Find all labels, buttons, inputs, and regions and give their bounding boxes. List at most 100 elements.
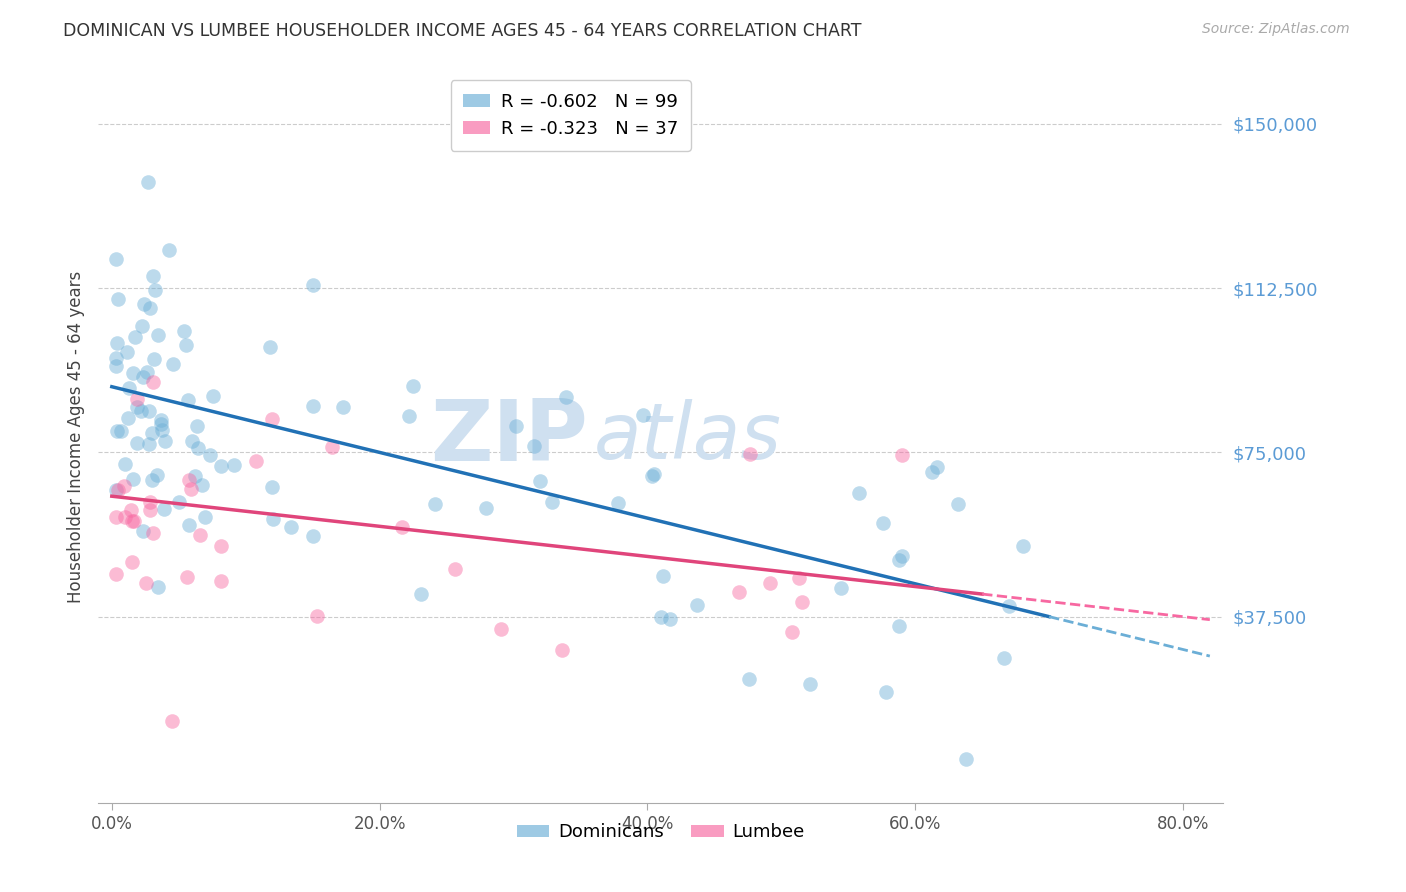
- Point: [125, 435, 148, 450]
- Point: [174, 338, 197, 352]
- Point: [104, 483, 127, 497]
- Point: [148, 328, 170, 343]
- Text: atlas: atlas: [593, 399, 782, 475]
- Point: [104, 510, 127, 524]
- Point: [505, 419, 527, 434]
- Point: [142, 375, 165, 389]
- Point: [129, 403, 152, 417]
- Point: [104, 567, 127, 582]
- Point: [889, 552, 911, 566]
- Point: [183, 469, 205, 483]
- Point: [245, 454, 267, 468]
- Point: [652, 569, 675, 583]
- Point: [107, 483, 129, 497]
- Point: [142, 525, 165, 540]
- Point: [125, 400, 148, 414]
- Point: [121, 472, 143, 486]
- Point: [607, 496, 630, 510]
- Point: [138, 404, 160, 418]
- Point: [138, 437, 160, 451]
- Point: [150, 423, 173, 437]
- Point: [686, 598, 709, 612]
- Point: [107, 292, 129, 306]
- Point: [875, 685, 897, 699]
- Point: [222, 458, 245, 472]
- Point: [167, 495, 190, 509]
- Point: [121, 515, 143, 529]
- Point: [115, 345, 138, 359]
- Point: [114, 457, 136, 471]
- Point: [105, 351, 128, 365]
- Legend: Dominicans, Lumbee: Dominicans, Lumbee: [509, 816, 813, 848]
- Point: [891, 448, 914, 462]
- Point: [554, 390, 576, 404]
- Point: [301, 399, 323, 413]
- Point: [110, 424, 132, 438]
- Point: [650, 609, 672, 624]
- Point: [153, 434, 176, 448]
- Point: [194, 510, 217, 524]
- Point: [738, 447, 761, 461]
- Point: [475, 501, 498, 516]
- Point: [104, 359, 127, 373]
- Point: [848, 486, 870, 500]
- Point: [540, 495, 562, 509]
- Point: [305, 609, 328, 624]
- Point: [830, 581, 852, 595]
- Point: [177, 393, 200, 408]
- Point: [143, 284, 166, 298]
- Point: [124, 330, 146, 344]
- Point: [641, 468, 664, 483]
- Point: [927, 460, 949, 475]
- Point: [105, 424, 128, 438]
- Point: [659, 612, 682, 626]
- Point: [792, 595, 814, 609]
- Point: [117, 411, 139, 425]
- Point: [789, 571, 811, 585]
- Point: [799, 677, 821, 691]
- Point: [139, 301, 162, 316]
- Point: [872, 516, 894, 530]
- Point: [136, 365, 159, 379]
- Point: [176, 570, 198, 584]
- Point: [152, 501, 174, 516]
- Point: [921, 465, 943, 479]
- Point: [104, 252, 127, 267]
- Point: [177, 473, 200, 487]
- Text: Source: ZipAtlas.com: Source: ZipAtlas.com: [1202, 22, 1350, 37]
- Point: [173, 324, 195, 338]
- Point: [209, 574, 232, 588]
- Point: [180, 483, 202, 497]
- Point: [198, 449, 221, 463]
- Point: [139, 503, 162, 517]
- Point: [157, 243, 180, 257]
- Y-axis label: Householder Income Ages 45 - 64 years: Householder Income Ages 45 - 64 years: [66, 271, 84, 603]
- Point: [143, 352, 166, 367]
- Point: [136, 175, 159, 189]
- Point: [141, 474, 163, 488]
- Point: [1012, 539, 1035, 553]
- Point: [186, 419, 208, 434]
- Point: [132, 524, 155, 538]
- Point: [523, 439, 546, 453]
- Point: [209, 459, 232, 474]
- Point: [301, 528, 323, 542]
- Point: [131, 319, 153, 334]
- Point: [631, 409, 654, 423]
- Point: [332, 400, 354, 414]
- Point: [391, 519, 413, 533]
- Point: [114, 479, 136, 493]
- Point: [955, 752, 977, 766]
- Point: [121, 555, 143, 569]
- Point: [187, 441, 209, 455]
- Point: [180, 434, 202, 448]
- Point: [997, 599, 1019, 614]
- Point: [259, 340, 281, 354]
- Point: [423, 498, 446, 512]
- Point: [891, 549, 914, 563]
- Point: [889, 619, 911, 633]
- Point: [202, 389, 225, 403]
- Point: [529, 474, 551, 488]
- Point: [162, 357, 184, 371]
- Point: [409, 587, 432, 601]
